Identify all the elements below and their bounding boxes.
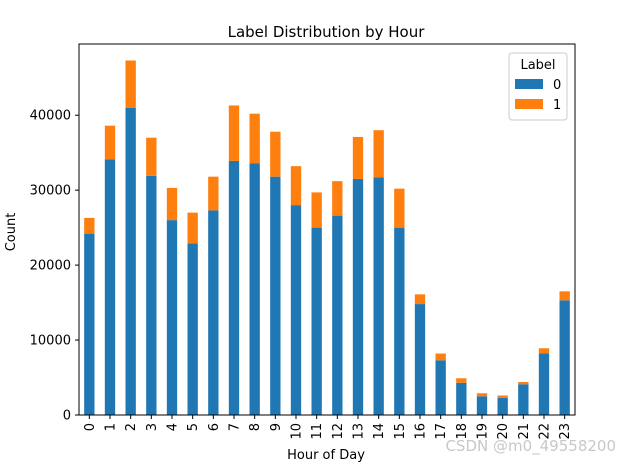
- bar-hour-17-label-1: [435, 353, 446, 361]
- bar-hour-0-label-0: [84, 233, 95, 415]
- bar-hour-1-label-1: [104, 125, 116, 160]
- x-tick-label-23: 23: [558, 423, 573, 440]
- bar-hour-10-label-1: [290, 166, 302, 206]
- bar-hour-14-label-1: [373, 130, 384, 178]
- bar-hour-21-label-1: [518, 382, 529, 385]
- bar-hour-1-label-0: [104, 159, 116, 415]
- bar-hour-9-label-1: [270, 131, 281, 177]
- legend-title: Label: [520, 58, 555, 73]
- bar-hour-19-label-0: [476, 396, 488, 415]
- bar-hour-18-label-1: [456, 378, 467, 383]
- x-tick-label-8: 8: [248, 423, 263, 431]
- bar-hour-8-label-1: [249, 113, 260, 164]
- bar-hour-17-label-0: [435, 360, 446, 415]
- x-tick-label-6: 6: [207, 423, 222, 431]
- bar-hour-10-label-0: [290, 205, 302, 415]
- legend-label-1: 1: [553, 98, 561, 113]
- x-tick-label-22: 22: [538, 423, 553, 440]
- bar-hour-2-label-0: [125, 107, 136, 416]
- bar-hour-14-label-0: [373, 177, 384, 415]
- y-axis-label: Count: [4, 213, 19, 252]
- x-tick-label-18: 18: [455, 423, 470, 440]
- plot-frame: [78, 43, 576, 416]
- y-tick-label-10000: 10000: [30, 334, 71, 349]
- bar-hour-19-label-1: [476, 393, 488, 397]
- x-tick-label-0: 0: [83, 423, 98, 431]
- bar-hour-12-label-1: [332, 181, 343, 216]
- bar-hour-11-label-1: [311, 192, 322, 228]
- bar-hour-7-label-0: [228, 160, 240, 415]
- x-tick-label-7: 7: [228, 423, 243, 431]
- bars-group: [84, 60, 570, 416]
- x-tick-label-5: 5: [186, 423, 201, 431]
- x-tick-label-15: 15: [393, 423, 408, 440]
- bar-hour-8-label-0: [249, 163, 260, 415]
- bar-hour-13-label-1: [352, 136, 364, 179]
- bar-hour-23-label-0: [559, 300, 570, 415]
- bar-hour-12-label-0: [332, 215, 343, 415]
- bar-hour-18-label-0: [456, 382, 467, 415]
- x-tick-label-21: 21: [517, 423, 532, 440]
- bar-hour-3-label-1: [146, 137, 157, 176]
- bar-hour-5-label-1: [187, 212, 198, 244]
- watermark-text: CSDN @m0_49558200: [445, 437, 616, 455]
- bar-hour-13-label-0: [352, 178, 364, 415]
- bar-hour-23-label-1: [559, 291, 570, 301]
- x-axis-label: Hour of Day: [287, 448, 365, 463]
- legend: Label 0 1: [508, 52, 568, 121]
- bar-hour-11-label-0: [311, 227, 322, 415]
- legend-label-0: 0: [553, 78, 561, 93]
- x-tick-label-10: 10: [290, 423, 305, 440]
- x-tick-label-19: 19: [476, 423, 491, 440]
- bar-hour-6-label-1: [208, 176, 219, 211]
- bar-hour-20-label-1: [497, 395, 508, 398]
- x-tick-label-16: 16: [414, 423, 429, 440]
- x-tick-label-9: 9: [269, 423, 284, 431]
- x-tick-label-20: 20: [496, 423, 511, 440]
- bar-hour-15-label-1: [394, 188, 405, 228]
- bar-hour-0-label-1: [84, 217, 95, 234]
- bar-hour-4-label-1: [166, 187, 178, 221]
- legend-swatch-0: [515, 79, 543, 89]
- bar-hour-16-label-1: [414, 294, 426, 305]
- x-tick-label-14: 14: [372, 423, 387, 440]
- bar-hour-16-label-0: [414, 304, 426, 415]
- legend-swatch-1: [515, 99, 543, 109]
- x-tick-label-12: 12: [331, 423, 346, 440]
- bar-hour-22-label-1: [538, 348, 550, 354]
- x-tick-label-4: 4: [166, 423, 181, 431]
- y-tick-label-40000: 40000: [30, 109, 71, 124]
- bar-hour-2-label-1: [125, 60, 136, 108]
- y-tick-label-20000: 20000: [30, 259, 71, 274]
- x-tick-label-17: 17: [434, 423, 449, 440]
- y-tick-label-30000: 30000: [30, 184, 71, 199]
- x-tick-label-2: 2: [124, 423, 139, 431]
- bar-hour-6-label-0: [208, 210, 219, 415]
- bar-hour-20-label-0: [497, 397, 508, 415]
- bar-hour-3-label-0: [146, 175, 157, 415]
- bar-hour-7-label-1: [228, 105, 240, 161]
- chart-title: Label Distribution by Hour: [228, 23, 426, 41]
- y-tick-label-0: 0: [63, 409, 71, 424]
- bar-hour-22-label-0: [538, 353, 550, 415]
- bar-hour-21-label-0: [518, 384, 529, 415]
- bar-hour-4-label-0: [166, 220, 178, 415]
- bar-hour-9-label-0: [270, 176, 281, 415]
- x-tick-label-11: 11: [310, 423, 325, 440]
- bar-hour-15-label-0: [394, 227, 405, 415]
- x-tick-label-13: 13: [352, 423, 367, 440]
- x-tick-label-1: 1: [104, 423, 119, 431]
- x-tick-label-3: 3: [145, 423, 160, 431]
- bar-hour-5-label-0: [187, 243, 198, 415]
